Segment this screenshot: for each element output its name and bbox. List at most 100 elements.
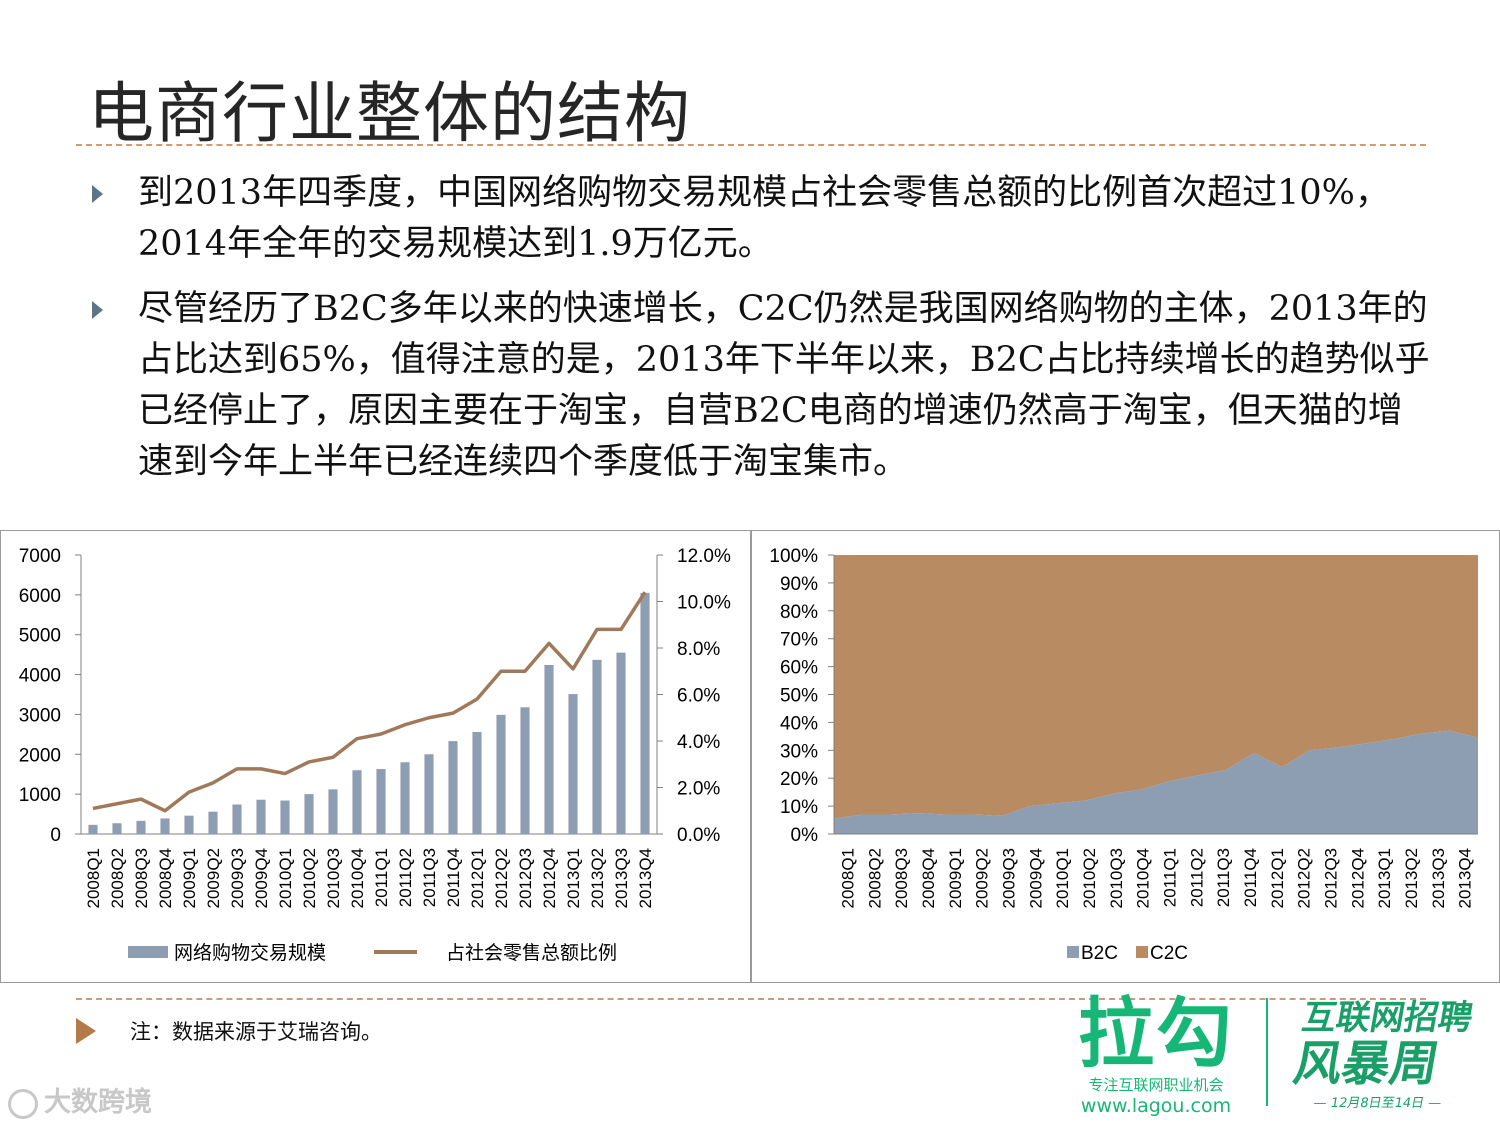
bar — [208, 811, 218, 834]
x-tick-label: 2010Q2 — [1080, 848, 1099, 909]
y-tick-label: 60% — [780, 658, 818, 679]
event-logo: 互联网招聘 风暴周 — 12月8日至14日 — — [1286, 998, 1486, 1111]
bar — [400, 762, 410, 834]
x-tick-label: 2013Q4 — [636, 848, 655, 909]
bar — [352, 770, 362, 834]
lagou-slogan: 专注互联网职业机会 — [1088, 1076, 1224, 1094]
x-tick-label: 2011Q4 — [444, 848, 463, 907]
y-tick-label: 100% — [769, 546, 818, 567]
y-right-tick-label: 10.0% — [677, 593, 731, 614]
x-tick-label: 2011Q2 — [1187, 848, 1206, 907]
x-tick-label: 2013Q1 — [1375, 848, 1394, 909]
y-left-tick-label: 5000 — [19, 626, 61, 647]
bullet-text: 到2013年四季度，中国网络购物交易规模占社会零售总额的比例首次超过10%，20… — [138, 173, 1390, 264]
bar — [376, 769, 386, 834]
y-tick-label: 40% — [780, 713, 818, 734]
bullet-item: 尽管经历了B2C多年以来的快速增长，C2C仍然是我国网络购物的主体，2013年的… — [90, 284, 1430, 488]
x-tick-label: 2010Q4 — [348, 848, 367, 909]
y-left-tick-label: 3000 — [19, 705, 61, 726]
bar — [640, 592, 650, 834]
x-tick-label: 2013Q4 — [1456, 848, 1475, 909]
x-tick-label: 2009Q2 — [204, 848, 223, 909]
x-tick-label: 2012Q3 — [516, 848, 535, 909]
chart-sales-volume-svg: 0 1000 2000 3000 4000 5000 6000 7000 0.0% 2.0% 4.0… — [19, 546, 731, 964]
x-tick-label: 2010Q3 — [1107, 848, 1126, 909]
slide-title: 电商行业整体的结构 — [88, 75, 691, 152]
x-tick-label: 2013Q3 — [1429, 848, 1448, 909]
y-left-tick-label: 4000 — [19, 666, 61, 687]
x-tick-label: 2008Q4 — [156, 848, 175, 909]
chart-sales-volume: 0 1000 2000 3000 4000 5000 6000 7000 0.0% 2.0% 4.0… — [0, 530, 751, 983]
x-tick-label: 2008Q4 — [919, 848, 938, 909]
legend-swatch-bar — [128, 946, 168, 958]
x-tick-label: 2009Q1 — [946, 848, 965, 909]
x-tick-label: 2013Q3 — [612, 848, 631, 909]
bar — [520, 707, 530, 834]
x-tick-label: 2008Q1 — [84, 848, 103, 909]
event-line1: 互联网招聘 — [1298, 998, 1476, 1038]
y-left-tick-label: 2000 — [19, 745, 61, 766]
logo-divider — [1266, 998, 1268, 1106]
legend-label: C2C — [1150, 943, 1188, 964]
x-tick-label: 2012Q4 — [1348, 848, 1367, 909]
source-note: 注：数据来源于艾瑞咨询。 — [76, 1016, 382, 1046]
bar — [328, 789, 338, 834]
bullet-item: 到2013年四季度，中国网络购物交易规模占社会零售总额的比例首次超过10%，20… — [90, 168, 1430, 270]
y-right-tick-label: 2.0% — [677, 779, 720, 800]
watermark-logo-icon — [8, 1088, 38, 1119]
x-tick-label: 2011Q1 — [1160, 848, 1179, 907]
bar — [256, 799, 266, 834]
bar — [616, 652, 626, 834]
legend-label: 占社会零售总额比例 — [446, 942, 617, 964]
x-tick-label: 2008Q3 — [892, 848, 911, 909]
bar — [496, 714, 506, 834]
legend-label: B2C — [1081, 943, 1118, 964]
area-c2c — [834, 555, 1478, 819]
x-tick-label: 2008Q3 — [132, 848, 151, 909]
y-right-tick-label: 8.0% — [677, 639, 720, 660]
x-tick-label: 2009Q3 — [999, 848, 1018, 909]
x-tick-label: 2008Q1 — [838, 848, 857, 909]
watermark: 大数跨境 — [8, 1080, 152, 1119]
watermark-text: 大数跨境 — [44, 1087, 152, 1118]
x-tick-label: 2012Q1 — [468, 848, 487, 909]
area-b2c — [834, 730, 1478, 834]
bullet-arrow-icon — [92, 301, 103, 319]
y-tick-label: 0% — [791, 825, 819, 846]
legend-swatch-c2c — [1136, 946, 1148, 958]
x-tick-label: 2013Q1 — [564, 848, 583, 909]
x-tick-label: 2010Q2 — [300, 848, 319, 909]
y-tick-label: 50% — [780, 686, 818, 707]
x-tick-label: 2013Q2 — [588, 848, 607, 909]
y-left-tick-label: 0 — [50, 825, 61, 846]
bar — [88, 824, 98, 834]
y-right-tick-label: 12.0% — [677, 546, 731, 567]
y-tick-label: 80% — [780, 602, 818, 623]
x-tick-label: 2012Q1 — [1268, 848, 1287, 909]
bullet-text: 尽管经历了B2C多年以来的快速增长，C2C仍然是我国网络购物的主体，2013年的… — [138, 289, 1430, 482]
x-tick-label: 2011Q3 — [1214, 848, 1233, 907]
x-tick-label: 2010Q1 — [276, 848, 295, 909]
bar — [304, 794, 314, 834]
y-right-tick-label: 4.0% — [677, 732, 720, 753]
bar — [136, 820, 146, 834]
x-tick-label: 2009Q2 — [973, 848, 992, 909]
x-tick-label: 2008Q2 — [865, 848, 884, 909]
x-tick-label: 2009Q1 — [180, 848, 199, 909]
x-tick-label: 2012Q2 — [1295, 848, 1314, 909]
x-tick-label: 2012Q3 — [1321, 848, 1340, 909]
title-divider — [76, 144, 1426, 146]
legend-label: 网络购物交易规模 — [174, 942, 326, 964]
x-tick-label: 2010Q3 — [324, 848, 343, 909]
bar — [160, 818, 170, 834]
x-tick-label: 2013Q2 — [1402, 848, 1421, 909]
x-tick-label: 2010Q4 — [1134, 848, 1153, 909]
bullet-arrow-icon — [92, 185, 103, 203]
x-tick-label: 2010Q1 — [1053, 848, 1072, 909]
x-tick-label: 2011Q2 — [396, 848, 415, 907]
bar — [448, 741, 458, 834]
y-right-tick-label: 6.0% — [677, 686, 720, 707]
x-tick-label: 2009Q3 — [228, 848, 247, 909]
event-dates: — 12月8日至14日 — — [1312, 1096, 1443, 1111]
x-tick-label: 2009Q4 — [1026, 848, 1045, 909]
